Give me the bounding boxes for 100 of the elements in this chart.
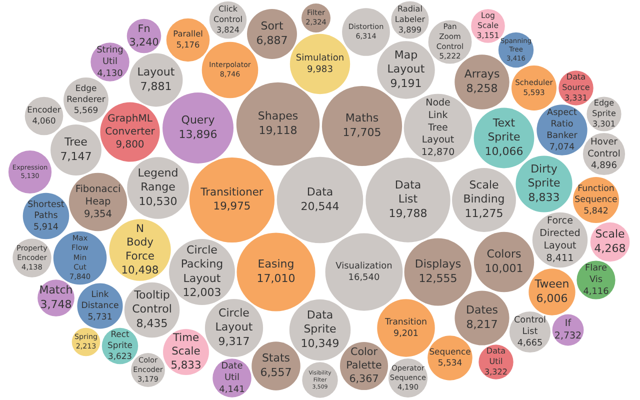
category-label: Simulation — [296, 53, 344, 64]
data-label: 5,731 — [88, 312, 112, 322]
category-label: GraphML Converter — [105, 114, 156, 138]
data-label: 3,301 — [592, 119, 616, 128]
data-label: 4,665 — [517, 338, 543, 349]
category-label: Node Link Tree Layout — [422, 98, 454, 146]
category-label: Legend Range — [138, 166, 178, 194]
data-label: 8,258 — [466, 82, 498, 95]
data-label: 3,331 — [564, 93, 588, 102]
data-label: 9,354 — [84, 209, 112, 220]
category-label: Scale Binding — [463, 178, 505, 206]
category-label: Colors — [486, 248, 522, 261]
data-label: 7,074 — [549, 142, 575, 152]
category-label: Edge Renderer — [66, 83, 106, 104]
category-label: Hover Control — [588, 137, 620, 160]
data-label: 3,322 — [484, 367, 508, 376]
category-label: Flare Vis — [584, 264, 608, 286]
category-label: Function Sequence — [574, 184, 618, 206]
category-label: Easing — [258, 258, 294, 271]
category-label: Text Sprite — [488, 116, 521, 144]
data-label: 10,498 — [121, 264, 159, 277]
category-label: Parallel — [173, 28, 203, 39]
category-label: Stats — [262, 352, 290, 365]
category-label: Visualization — [336, 261, 392, 272]
category-label: Encoder — [27, 104, 62, 115]
category-label: Tree — [64, 136, 88, 149]
data-label: 11,275 — [464, 207, 504, 220]
category-label: Fibonacci Heap — [75, 184, 121, 208]
category-label: Shortest Paths — [28, 200, 65, 222]
category-label: Radial Labeler — [394, 3, 426, 24]
category-label: Link Distance — [81, 290, 119, 312]
data-label: 9,800 — [116, 139, 144, 150]
category-label: Maths — [345, 112, 379, 125]
category-label: Dirty Sprite — [528, 162, 561, 190]
category-label: Date Util — [221, 362, 244, 384]
data-label: 2,732 — [554, 330, 582, 342]
data-label: 4,268 — [594, 242, 626, 255]
data-label: 12,555 — [418, 272, 458, 285]
category-label: Data Source — [562, 72, 590, 92]
category-label: Transitioner — [200, 186, 264, 199]
category-label: Tween — [534, 278, 570, 291]
data-label: 3,899 — [398, 24, 422, 35]
category-label: Sequence — [429, 346, 471, 357]
data-label: 16,540 — [348, 273, 380, 284]
category-label: Control List — [514, 316, 546, 338]
data-label: 19,118 — [258, 124, 298, 137]
data-label: 5,534 — [438, 358, 462, 368]
category-label: Displays — [414, 258, 462, 271]
data-label: 9,983 — [307, 65, 334, 76]
data-label: 6,367 — [349, 373, 379, 386]
data-label: 8,435 — [136, 317, 168, 330]
data-label: 6,557 — [260, 366, 292, 379]
category-label: String Util — [96, 46, 124, 68]
category-label: Time Scale — [172, 330, 200, 358]
data-label: 9,201 — [394, 328, 418, 339]
data-label: 4,141 — [219, 384, 245, 395]
data-label: 17,705 — [342, 126, 382, 139]
data-label: 12,003 — [182, 286, 222, 300]
category-label: If — [564, 318, 572, 330]
data-label: 19,788 — [388, 207, 428, 220]
category-label: N Body Force — [125, 222, 155, 263]
category-label: Map Layout — [387, 48, 426, 76]
category-label: Layout — [137, 66, 176, 79]
data-label: 12,870 — [421, 147, 455, 158]
data-label: 10,001 — [484, 262, 524, 275]
category-label: Arrays — [464, 68, 500, 81]
category-label: Aspect Ratio Banker — [546, 108, 578, 141]
data-label: 4,116 — [583, 286, 610, 297]
data-label: 7,881 — [140, 80, 172, 93]
category-label: Circle Layout — [215, 306, 254, 334]
category-label: Data Util — [486, 346, 506, 366]
category-label: Shapes — [258, 110, 298, 123]
data-label: 20,544 — [300, 200, 340, 213]
data-label: 4,130 — [97, 68, 124, 79]
data-label: 8,217 — [466, 318, 498, 331]
data-label: 5,842 — [584, 206, 608, 216]
category-label: Query — [181, 114, 216, 127]
category-label: Data Sprite — [304, 308, 337, 336]
category-label: Transition — [384, 318, 428, 328]
data-label: 5,833 — [170, 358, 202, 372]
category-label: Fn — [138, 22, 150, 35]
category-label: Rect Sprite — [108, 329, 132, 350]
data-label: 5,914 — [34, 222, 59, 233]
category-label: Data List — [394, 178, 422, 206]
data-label: 3,240 — [129, 36, 159, 48]
data-label: 4,060 — [32, 115, 56, 126]
data-label: 8,411 — [546, 253, 574, 264]
data-label: 19,975 — [213, 200, 251, 213]
data-label: 6,006 — [536, 292, 568, 305]
data-label: 10,530 — [138, 195, 178, 208]
category-label: Data — [306, 186, 334, 199]
category-label: Click Control — [214, 4, 242, 24]
data-label: 3,824 — [216, 25, 240, 34]
category-label: Scale — [595, 228, 626, 241]
data-label: 7,147 — [60, 150, 92, 163]
category-label: Edge Sprite — [592, 98, 616, 118]
data-label: 17,010 — [256, 272, 296, 285]
data-label: 3,623 — [108, 351, 132, 362]
data-label: 10,066 — [484, 145, 524, 158]
data-label: 5,176 — [176, 39, 200, 50]
